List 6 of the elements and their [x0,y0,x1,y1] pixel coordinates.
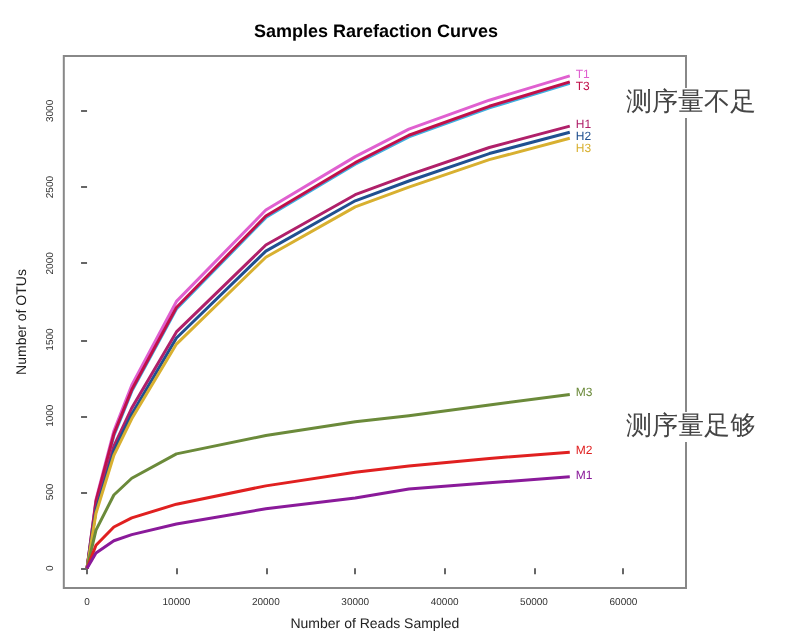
line-series [85,475,572,570]
line-series [85,450,572,570]
line-series [85,392,572,570]
annotation: 测序量足够 [626,410,756,442]
chart-title: Samples Rarefaction Curves [253,21,499,41]
annotation: 测序量不足 [626,86,756,118]
